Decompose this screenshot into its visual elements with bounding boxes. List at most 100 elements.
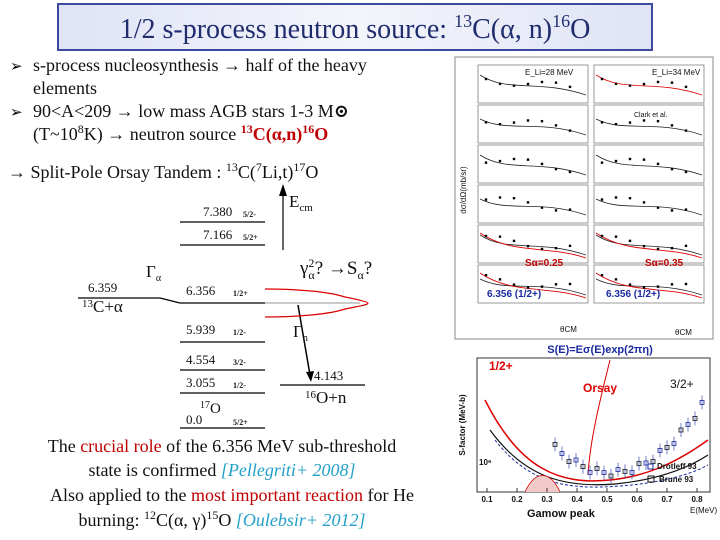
panel-point (684, 170, 688, 174)
panel-point (484, 77, 488, 81)
panel-point (628, 121, 632, 124)
panel-point (642, 82, 646, 86)
panel-point (642, 244, 646, 248)
panel-point (568, 208, 572, 211)
bullet-line: elements (33, 78, 97, 98)
panel-curve (479, 154, 587, 176)
bullet-marker: ➢ (10, 104, 23, 121)
panel-point (498, 235, 502, 238)
x-tick-label: 0.4 (571, 495, 583, 504)
panel-curve (479, 234, 587, 256)
title-sup: 13 (454, 11, 472, 31)
title-box (57, 3, 653, 51)
panel-point (484, 121, 488, 124)
plot-title: S(E)=Eσ(E)exp(2πη) (547, 344, 653, 356)
panel-point (656, 206, 660, 209)
x-axis-label: E(MeV) (690, 506, 717, 515)
panel-point (554, 283, 558, 286)
resonance-shape (264, 288, 369, 318)
level-jpi: 5/2+ (233, 418, 248, 427)
panel (593, 224, 705, 264)
panel-point (484, 198, 488, 201)
conclusion-text: C(α, γ) (156, 510, 206, 531)
label-text: ? →S (315, 258, 358, 279)
panel-point (512, 239, 516, 243)
panel-point (540, 162, 544, 166)
panel-point (484, 273, 488, 277)
label-sub: α (156, 273, 162, 284)
panel (593, 144, 705, 184)
panel-point (540, 119, 544, 123)
label-sup: 13 (82, 298, 94, 310)
setup-sup: 7 (256, 160, 262, 174)
panel-point (614, 82, 618, 86)
panel-point (498, 278, 502, 281)
plot-frame (476, 357, 711, 493)
conclusion-text: state is confirmed (88, 460, 220, 480)
panel-point (484, 161, 488, 164)
panel-point (568, 85, 572, 89)
panel-point (670, 167, 674, 171)
top-plot-labels: dσ/dΩ(mb/sr) E_Li=28 MeV E_Li=34 MeV Cla… (459, 68, 701, 337)
panel-point (554, 124, 558, 127)
panel-point (684, 129, 688, 132)
bullet-text: elements (33, 78, 97, 98)
panel (477, 264, 589, 304)
gamow-label: Gamow peak (527, 508, 596, 520)
bullet-sup: 13 (241, 122, 253, 136)
reference-label: Clark et al. (634, 112, 668, 119)
label-text: C+α (93, 297, 123, 316)
label-sup: 17 (200, 400, 210, 411)
panel-curve (479, 74, 587, 96)
panel-point (526, 286, 530, 289)
label-sub: cm (299, 202, 313, 214)
label-text: Γ (293, 322, 303, 341)
panel-point (600, 273, 604, 277)
label-sub: α (357, 268, 364, 282)
level-energy: 3.055 (186, 375, 215, 390)
x-tick-label: 0.1 (481, 495, 493, 504)
label-sup: 2 (308, 256, 314, 270)
panel-point (600, 198, 604, 201)
title: 1/2 s-process neutron source: 13C(α, n)1… (120, 11, 591, 45)
legend-entry: Brune 93 (659, 475, 694, 484)
bullet-text: C(α,n) (253, 124, 303, 145)
threshold-label: 13C+α (82, 297, 123, 316)
panel-point (512, 121, 516, 124)
angular-distribution-figure: dσ/dΩ(mb/sr) E_Li=28 MeV E_Li=34 MeV Cla… (454, 56, 714, 340)
panel-point (600, 161, 604, 164)
panel-point (670, 124, 674, 127)
panel-point (656, 119, 660, 123)
y-axis-label: dσ/dΩ(mb/sr) (459, 166, 468, 214)
state-label: 6.356 (1/2+) (606, 289, 660, 300)
panel-point (568, 170, 572, 174)
gamma-n: Γn (293, 322, 308, 344)
panel-point (684, 208, 688, 211)
label-text: O+n (316, 388, 347, 407)
panel-point (512, 157, 516, 161)
bullet-text: K) → neutron source (84, 124, 241, 145)
panel-curve (479, 272, 587, 299)
x-axis-label: θCM (560, 325, 577, 334)
panel-point (642, 286, 646, 289)
panel-point (512, 84, 516, 87)
panel-point (614, 235, 618, 238)
setup-text: C( (238, 162, 256, 183)
conclusion-text: of the 6.356 MeV sub-threshold (162, 436, 397, 456)
panel-point (568, 282, 572, 286)
bullet-text: s-process nucleosynthesis → half of the … (33, 55, 367, 75)
ecm-label: Ecm (289, 192, 313, 214)
setup-text: → Split-Pole Orsay Tandem : (8, 162, 226, 182)
state-label: 3/2+ (670, 377, 694, 391)
panel-point (600, 234, 604, 238)
conclusion-text: burning: (78, 510, 144, 530)
panel-curve (479, 198, 587, 216)
panel-point (484, 234, 488, 238)
legend-marker (647, 463, 654, 470)
label-text: O (210, 401, 221, 417)
panel-point (526, 158, 530, 161)
panel-curve (479, 118, 587, 136)
conclusion-line: burning: 12C(α, γ)15O [Oulebsir+ 2012] (78, 508, 365, 531)
x-ticks: 0.1 0.2 0.3 0.4 0.5 0.6 0.7 0.8 (481, 495, 703, 504)
panel-point (600, 121, 604, 124)
